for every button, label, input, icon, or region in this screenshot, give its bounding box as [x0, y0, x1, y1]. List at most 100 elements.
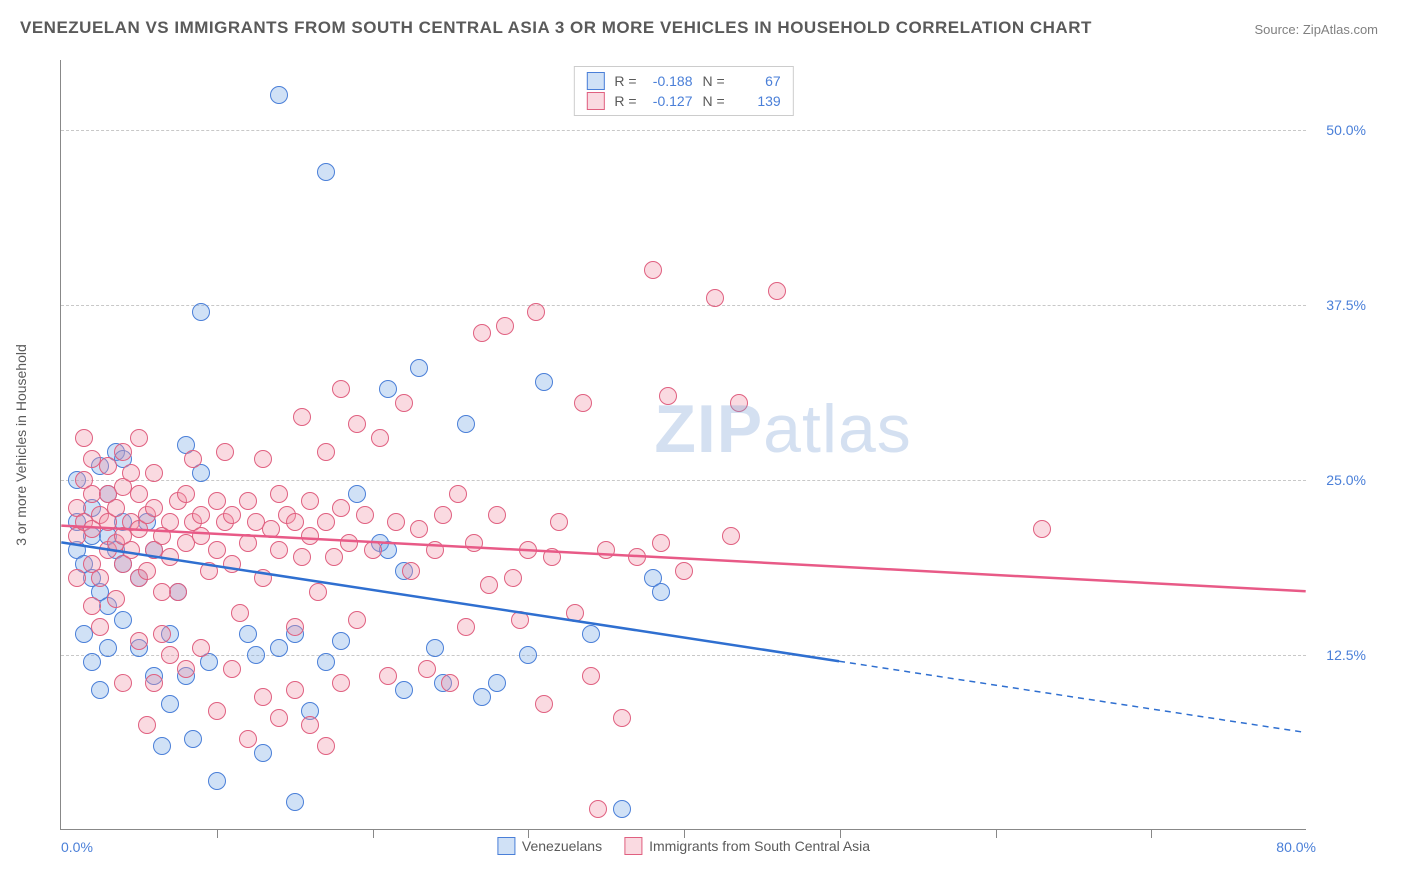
scatter-point-venezuelans: [270, 86, 288, 104]
scatter-point-sca: [223, 555, 241, 573]
scatter-point-sca: [644, 261, 662, 279]
scatter-point-sca: [504, 569, 522, 587]
scatter-point-sca: [332, 499, 350, 517]
scatter-point-sca: [652, 534, 670, 552]
scatter-point-sca: [83, 597, 101, 615]
legend-label-2: Immigrants from South Central Asia: [649, 838, 870, 854]
scatter-point-sca: [480, 576, 498, 594]
scatter-point-sca: [177, 660, 195, 678]
scatter-point-sca: [91, 618, 109, 636]
scatter-point-sca: [239, 492, 257, 510]
scatter-point-venezuelans: [473, 688, 491, 706]
scatter-point-sca: [208, 492, 226, 510]
scatter-point-sca: [340, 534, 358, 552]
scatter-point-sca: [286, 513, 304, 531]
scatter-point-venezuelans: [379, 541, 397, 559]
scatter-point-sca: [138, 562, 156, 580]
scatter-point-sca: [589, 800, 607, 818]
scatter-point-venezuelans: [239, 625, 257, 643]
scatter-point-sca: [379, 667, 397, 685]
scatter-point-venezuelans: [153, 737, 171, 755]
scatter-point-sca: [231, 604, 249, 622]
scatter-point-sca: [332, 674, 350, 692]
legend-bottom: Venezuelans Immigrants from South Centra…: [497, 837, 870, 855]
gridline-h: [61, 480, 1306, 481]
gridline-h: [61, 305, 1306, 306]
scatter-point-sca: [582, 667, 600, 685]
scatter-point-sca: [675, 562, 693, 580]
n-label: N =: [703, 73, 725, 89]
scatter-point-sca: [519, 541, 537, 559]
y-tick-label: 37.5%: [1326, 297, 1366, 313]
scatter-point-venezuelans: [91, 681, 109, 699]
scatter-point-venezuelans: [286, 793, 304, 811]
x-max-label: 80.0%: [1276, 839, 1316, 855]
scatter-point-sca: [138, 716, 156, 734]
scatter-point-sca: [496, 317, 514, 335]
r-label: R =: [614, 73, 636, 89]
scatter-point-sca: [574, 394, 592, 412]
scatter-point-venezuelans: [535, 373, 553, 391]
scatter-point-venezuelans: [114, 611, 132, 629]
scatter-point-sca: [254, 688, 272, 706]
gridline-h: [61, 130, 1306, 131]
legend-stats-row-2: R = -0.127 N = 139: [586, 91, 780, 111]
scatter-point-sca: [161, 646, 179, 664]
scatter-point-sca: [216, 443, 234, 461]
scatter-point-venezuelans: [488, 674, 506, 692]
scatter-point-sca: [270, 709, 288, 727]
scatter-point-sca: [122, 541, 140, 559]
scatter-point-sca: [130, 485, 148, 503]
scatter-point-venezuelans: [317, 653, 335, 671]
scatter-point-sca: [317, 737, 335, 755]
plot-area: 3 or more Vehicles in Household ZIPatlas…: [60, 60, 1306, 830]
r-value-2: -0.127: [647, 93, 693, 109]
scatter-point-sca: [107, 499, 125, 517]
scatter-point-sca: [286, 681, 304, 699]
scatter-point-sca: [161, 548, 179, 566]
source-label: Source: ZipAtlas.com: [1254, 22, 1378, 37]
x-tick: [217, 830, 218, 838]
r-label: R =: [614, 93, 636, 109]
y-axis-label: 3 or more Vehicles in Household: [13, 344, 29, 546]
scatter-point-sca: [434, 506, 452, 524]
scatter-point-sca: [208, 702, 226, 720]
scatter-point-sca: [543, 548, 561, 566]
scatter-point-sca: [465, 534, 483, 552]
chart-container: VENEZUELAN VS IMMIGRANTS FROM SOUTH CENT…: [0, 0, 1406, 892]
legend-item-2: Immigrants from South Central Asia: [624, 837, 870, 855]
y-tick-label: 50.0%: [1326, 122, 1366, 138]
legend-stats: R = -0.188 N = 67 R = -0.127 N = 139: [573, 66, 793, 116]
scatter-point-venezuelans: [192, 303, 210, 321]
scatter-point-sca: [223, 660, 241, 678]
scatter-point-sca: [613, 709, 631, 727]
scatter-point-sca: [130, 632, 148, 650]
scatter-point-sca: [270, 485, 288, 503]
scatter-point-venezuelans: [652, 583, 670, 601]
scatter-point-venezuelans: [426, 639, 444, 657]
scatter-point-sca: [177, 485, 195, 503]
scatter-point-sca: [254, 450, 272, 468]
scatter-point-sca: [254, 569, 272, 587]
scatter-point-sca: [387, 513, 405, 531]
scatter-point-sca: [68, 569, 86, 587]
scatter-point-sca: [488, 506, 506, 524]
scatter-point-sca: [550, 513, 568, 531]
scatter-point-sca: [356, 506, 374, 524]
legend-stats-row-1: R = -0.188 N = 67: [586, 71, 780, 91]
scatter-point-sca: [200, 562, 218, 580]
r-value-1: -0.188: [647, 73, 693, 89]
legend-swatch-bottom-2: [624, 837, 642, 855]
x-tick: [684, 830, 685, 838]
x-min-label: 0.0%: [61, 839, 93, 855]
scatter-point-sca: [293, 548, 311, 566]
scatter-point-sca: [473, 324, 491, 342]
y-tick-label: 12.5%: [1326, 647, 1366, 663]
legend-swatch-bottom-1: [497, 837, 515, 855]
scatter-point-sca: [730, 394, 748, 412]
scatter-point-venezuelans: [83, 653, 101, 671]
scatter-point-sca: [659, 387, 677, 405]
scatter-point-venezuelans: [582, 625, 600, 643]
scatter-point-sca: [402, 562, 420, 580]
scatter-point-sca: [706, 289, 724, 307]
